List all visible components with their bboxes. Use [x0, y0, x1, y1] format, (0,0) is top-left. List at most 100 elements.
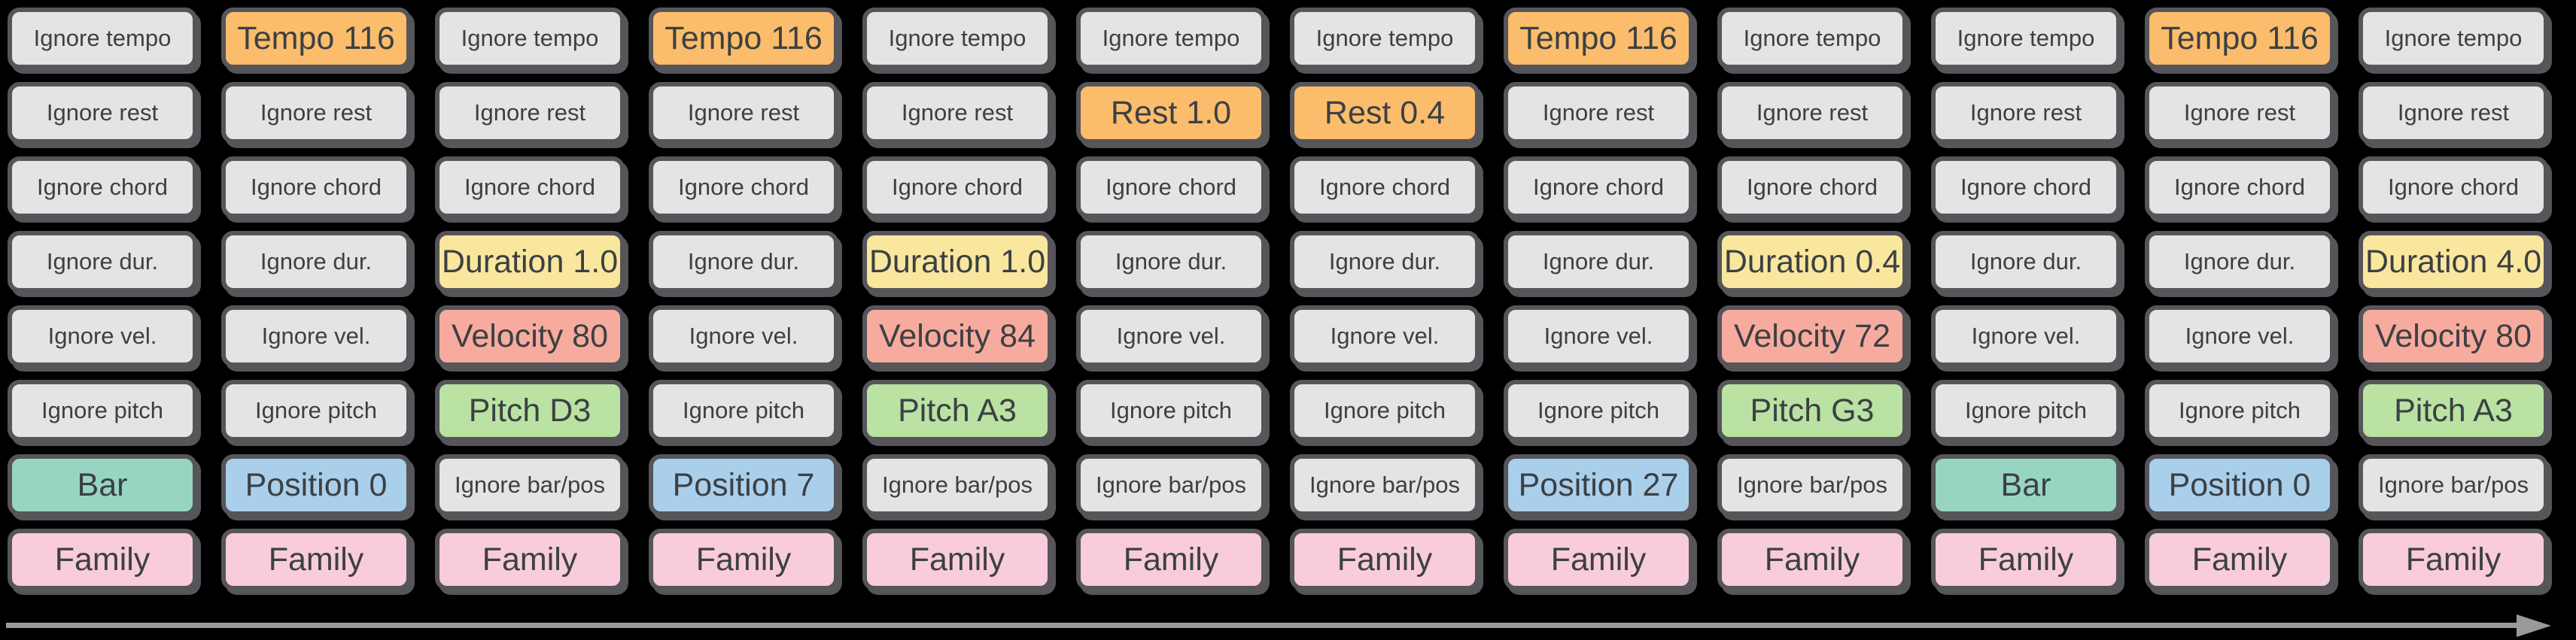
token-col1-rest[interactable]: Ignore rest: [8, 82, 197, 144]
token-col12-tempo[interactable]: Ignore tempo: [2359, 8, 2548, 69]
token-col12-chord[interactable]: Ignore chord: [2359, 156, 2548, 218]
token-col3-bar-position[interactable]: Ignore bar/pos: [435, 454, 625, 516]
token-col7-duration[interactable]: Ignore dur.: [1290, 231, 1480, 293]
token-col11-velocity[interactable]: Ignore vel.: [2145, 305, 2334, 367]
token-col6-velocity[interactable]: Ignore vel.: [1076, 305, 1266, 367]
token-col3-family[interactable]: Family: [435, 529, 625, 590]
token-col4-family[interactable]: Family: [649, 529, 838, 590]
token-col2-chord[interactable]: Ignore chord: [221, 156, 411, 218]
token-col10-family[interactable]: Family: [1931, 529, 2121, 590]
token-col12-velocity[interactable]: Velocity 80: [2359, 305, 2548, 367]
token-col3-rest[interactable]: Ignore rest: [435, 82, 625, 144]
token-col3-duration[interactable]: Duration 1.0: [435, 231, 625, 293]
token-col6-pitch[interactable]: Ignore pitch: [1076, 380, 1266, 441]
token-col9-pitch[interactable]: Pitch G3: [1717, 380, 1907, 441]
token-col11-family[interactable]: Family: [2145, 529, 2334, 590]
token-col4-duration[interactable]: Ignore dur.: [649, 231, 838, 293]
token-col5-velocity[interactable]: Velocity 84: [862, 305, 1052, 367]
token-col5-chord[interactable]: Ignore chord: [862, 156, 1052, 218]
token-col8-velocity[interactable]: Ignore vel.: [1504, 305, 1693, 367]
token-col5-bar-position[interactable]: Ignore bar/pos: [862, 454, 1052, 516]
token-col8-tempo[interactable]: Tempo 116: [1504, 8, 1693, 69]
token-col1-velocity[interactable]: Ignore vel.: [8, 305, 197, 367]
token-board: Ignore tempo Ignore rest Ignore chord Ignor…: [8, 8, 2548, 590]
token-col9-tempo[interactable]: Ignore tempo: [1717, 8, 1907, 69]
token-col12-pitch[interactable]: Pitch A3: [2359, 380, 2548, 441]
token-col2-duration[interactable]: Ignore dur.: [221, 231, 411, 293]
token-col7-rest[interactable]: Rest 0.4: [1290, 82, 1480, 144]
token-col12-rest[interactable]: Ignore rest: [2359, 82, 2548, 144]
token-col7-tempo[interactable]: Ignore tempo: [1290, 8, 1480, 69]
token-col8-family[interactable]: Family: [1504, 529, 1693, 590]
token-col1-chord[interactable]: Ignore chord: [8, 156, 197, 218]
token-col8-chord[interactable]: Ignore chord: [1504, 156, 1693, 218]
token-col5-duration[interactable]: Duration 1.0: [862, 231, 1052, 293]
token-col10-bar-position[interactable]: Bar: [1931, 454, 2121, 516]
scrollbar-right-arrow-icon[interactable]: [2517, 614, 2551, 637]
token-col12-bar-position[interactable]: Ignore bar/pos: [2359, 454, 2548, 516]
token-col7-pitch[interactable]: Ignore pitch: [1290, 380, 1480, 441]
token-col4-pitch[interactable]: Ignore pitch: [649, 380, 838, 441]
token-col11-chord[interactable]: Ignore chord: [2145, 156, 2334, 218]
token-col11-pitch[interactable]: Ignore pitch: [2145, 380, 2334, 441]
token-col6-tempo[interactable]: Ignore tempo: [1076, 8, 1266, 69]
token-col8-pitch[interactable]: Ignore pitch: [1504, 380, 1693, 441]
token-col7-bar-position[interactable]: Ignore bar/pos: [1290, 454, 1480, 516]
token-col11-bar-position[interactable]: Position 0: [2145, 454, 2334, 516]
token-col10-rest[interactable]: Ignore rest: [1931, 82, 2121, 144]
token-col10-tempo[interactable]: Ignore tempo: [1931, 8, 2121, 69]
scrollbar-track[interactable]: [6, 623, 2520, 628]
token-col1-pitch[interactable]: Ignore pitch: [8, 380, 197, 441]
token-col8-duration[interactable]: Ignore dur.: [1504, 231, 1693, 293]
token-col12-duration[interactable]: Duration 4.0: [2359, 231, 2548, 293]
token-col12-family[interactable]: Family: [2359, 529, 2548, 590]
token-col11-rest[interactable]: Ignore rest: [2145, 82, 2334, 144]
token-col5-tempo[interactable]: Ignore tempo: [862, 8, 1052, 69]
token-col10-chord[interactable]: Ignore chord: [1931, 156, 2121, 218]
token-col11-duration[interactable]: Ignore dur.: [2145, 231, 2334, 293]
token-col4-rest[interactable]: Ignore rest: [649, 82, 838, 144]
token-col2-velocity[interactable]: Ignore vel.: [221, 305, 411, 367]
token-col6-duration[interactable]: Ignore dur.: [1076, 231, 1266, 293]
token-col2-family[interactable]: Family: [221, 529, 411, 590]
token-col7-family[interactable]: Family: [1290, 529, 1480, 590]
token-col7-velocity[interactable]: Ignore vel.: [1290, 305, 1480, 367]
token-col2-rest[interactable]: Ignore rest: [221, 82, 411, 144]
token-col6-family[interactable]: Family: [1076, 529, 1266, 590]
token-col9-bar-position[interactable]: Ignore bar/pos: [1717, 454, 1907, 516]
token-col10-velocity[interactable]: Ignore vel.: [1931, 305, 2121, 367]
token-col3-velocity[interactable]: Velocity 80: [435, 305, 625, 367]
token-col11-tempo[interactable]: Tempo 116: [2145, 8, 2334, 69]
token-col4-chord[interactable]: Ignore chord: [649, 156, 838, 218]
token-col2-pitch[interactable]: Ignore pitch: [221, 380, 411, 441]
token-col8-rest[interactable]: Ignore rest: [1504, 82, 1693, 144]
token-col10-duration[interactable]: Ignore dur.: [1931, 231, 2121, 293]
token-col1-bar-position[interactable]: Bar: [8, 454, 197, 516]
token-col9-chord[interactable]: Ignore chord: [1717, 156, 1907, 218]
token-col9-rest[interactable]: Ignore rest: [1717, 82, 1907, 144]
token-col1-tempo[interactable]: Ignore tempo: [8, 8, 197, 69]
token-col3-pitch[interactable]: Pitch D3: [435, 380, 625, 441]
token-col2-tempo[interactable]: Tempo 116: [221, 8, 411, 69]
token-col5-family[interactable]: Family: [862, 529, 1052, 590]
token-col9-family[interactable]: Family: [1717, 529, 1907, 590]
token-col5-pitch[interactable]: Pitch A3: [862, 380, 1052, 441]
token-col5-rest[interactable]: Ignore rest: [862, 82, 1052, 144]
token-col6-chord[interactable]: Ignore chord: [1076, 156, 1266, 218]
token-col10-pitch[interactable]: Ignore pitch: [1931, 380, 2121, 441]
token-col6-rest[interactable]: Rest 1.0: [1076, 82, 1266, 144]
token-col4-tempo[interactable]: Tempo 116: [649, 8, 838, 69]
token-col3-chord[interactable]: Ignore chord: [435, 156, 625, 218]
token-col2-bar-position[interactable]: Position 0: [221, 454, 411, 516]
token-col4-velocity[interactable]: Ignore vel.: [649, 305, 838, 367]
token-col6-bar-position[interactable]: Ignore bar/pos: [1076, 454, 1266, 516]
token-col7-chord[interactable]: Ignore chord: [1290, 156, 1480, 218]
token-col1-duration[interactable]: Ignore dur.: [8, 231, 197, 293]
token-col9-duration[interactable]: Duration 0.4: [1717, 231, 1907, 293]
token-col3-tempo[interactable]: Ignore tempo: [435, 8, 625, 69]
token-col1-family[interactable]: Family: [8, 529, 197, 590]
token-col9-velocity[interactable]: Velocity 72: [1717, 305, 1907, 367]
token-col4-bar-position[interactable]: Position 7: [649, 454, 838, 516]
token-col8-bar-position[interactable]: Position 27: [1504, 454, 1693, 516]
